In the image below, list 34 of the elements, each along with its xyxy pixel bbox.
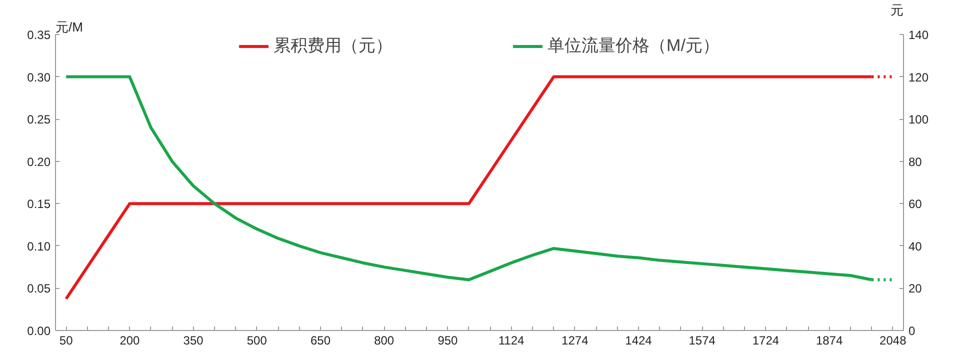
- x-tick-label: 1274: [562, 334, 589, 348]
- y-tick-label: 0.05: [27, 282, 51, 296]
- x-tick-label: 950: [438, 334, 458, 348]
- x-tick-label: 1574: [688, 334, 716, 348]
- y-tick-label: 0.10: [27, 239, 51, 254]
- y2-tick-label: 60: [908, 197, 922, 212]
- y-tick-label: 0.35: [27, 28, 51, 42]
- y-tick-label: 0.30: [27, 70, 51, 84]
- y2-tick-label: 40: [908, 239, 922, 254]
- x-tick-label: 800: [374, 334, 394, 348]
- legend-label: 累积费用（元）: [274, 35, 393, 57]
- y-tick-label: 0.20: [27, 154, 51, 169]
- legend-label: 单位流量价格（M/元）: [548, 35, 720, 57]
- x-tick-label: 1124: [498, 334, 525, 348]
- y-tick-label: 0.15: [27, 197, 51, 212]
- y2-tick-label: 20: [908, 282, 922, 296]
- y2-tick-label: 140: [908, 28, 929, 42]
- y2-tick-label: 0: [908, 324, 916, 338]
- x-tick-label: 1724: [752, 334, 780, 348]
- x-tick-label: 650: [310, 334, 331, 348]
- y2-axis-title: 元: [890, 2, 904, 18]
- x-tick-label: 50: [59, 334, 74, 348]
- y2-tick-label: 80: [908, 154, 922, 169]
- x-tick-label: 500: [246, 334, 268, 348]
- x-tick-label: 1874: [816, 334, 843, 348]
- x-tick-label: 2048: [880, 334, 907, 348]
- y2-tick-label: 100: [908, 112, 929, 127]
- y2-tick-label: 120: [908, 70, 929, 84]
- y-tick-label: 0.25: [27, 112, 51, 127]
- y-tick-label: 0.00: [27, 324, 51, 338]
- x-tick-label: 1424: [625, 334, 652, 348]
- y-axis-title: 元/M: [56, 20, 83, 34]
- x-tick-label: 350: [183, 334, 204, 348]
- x-tick-label: 200: [120, 334, 140, 348]
